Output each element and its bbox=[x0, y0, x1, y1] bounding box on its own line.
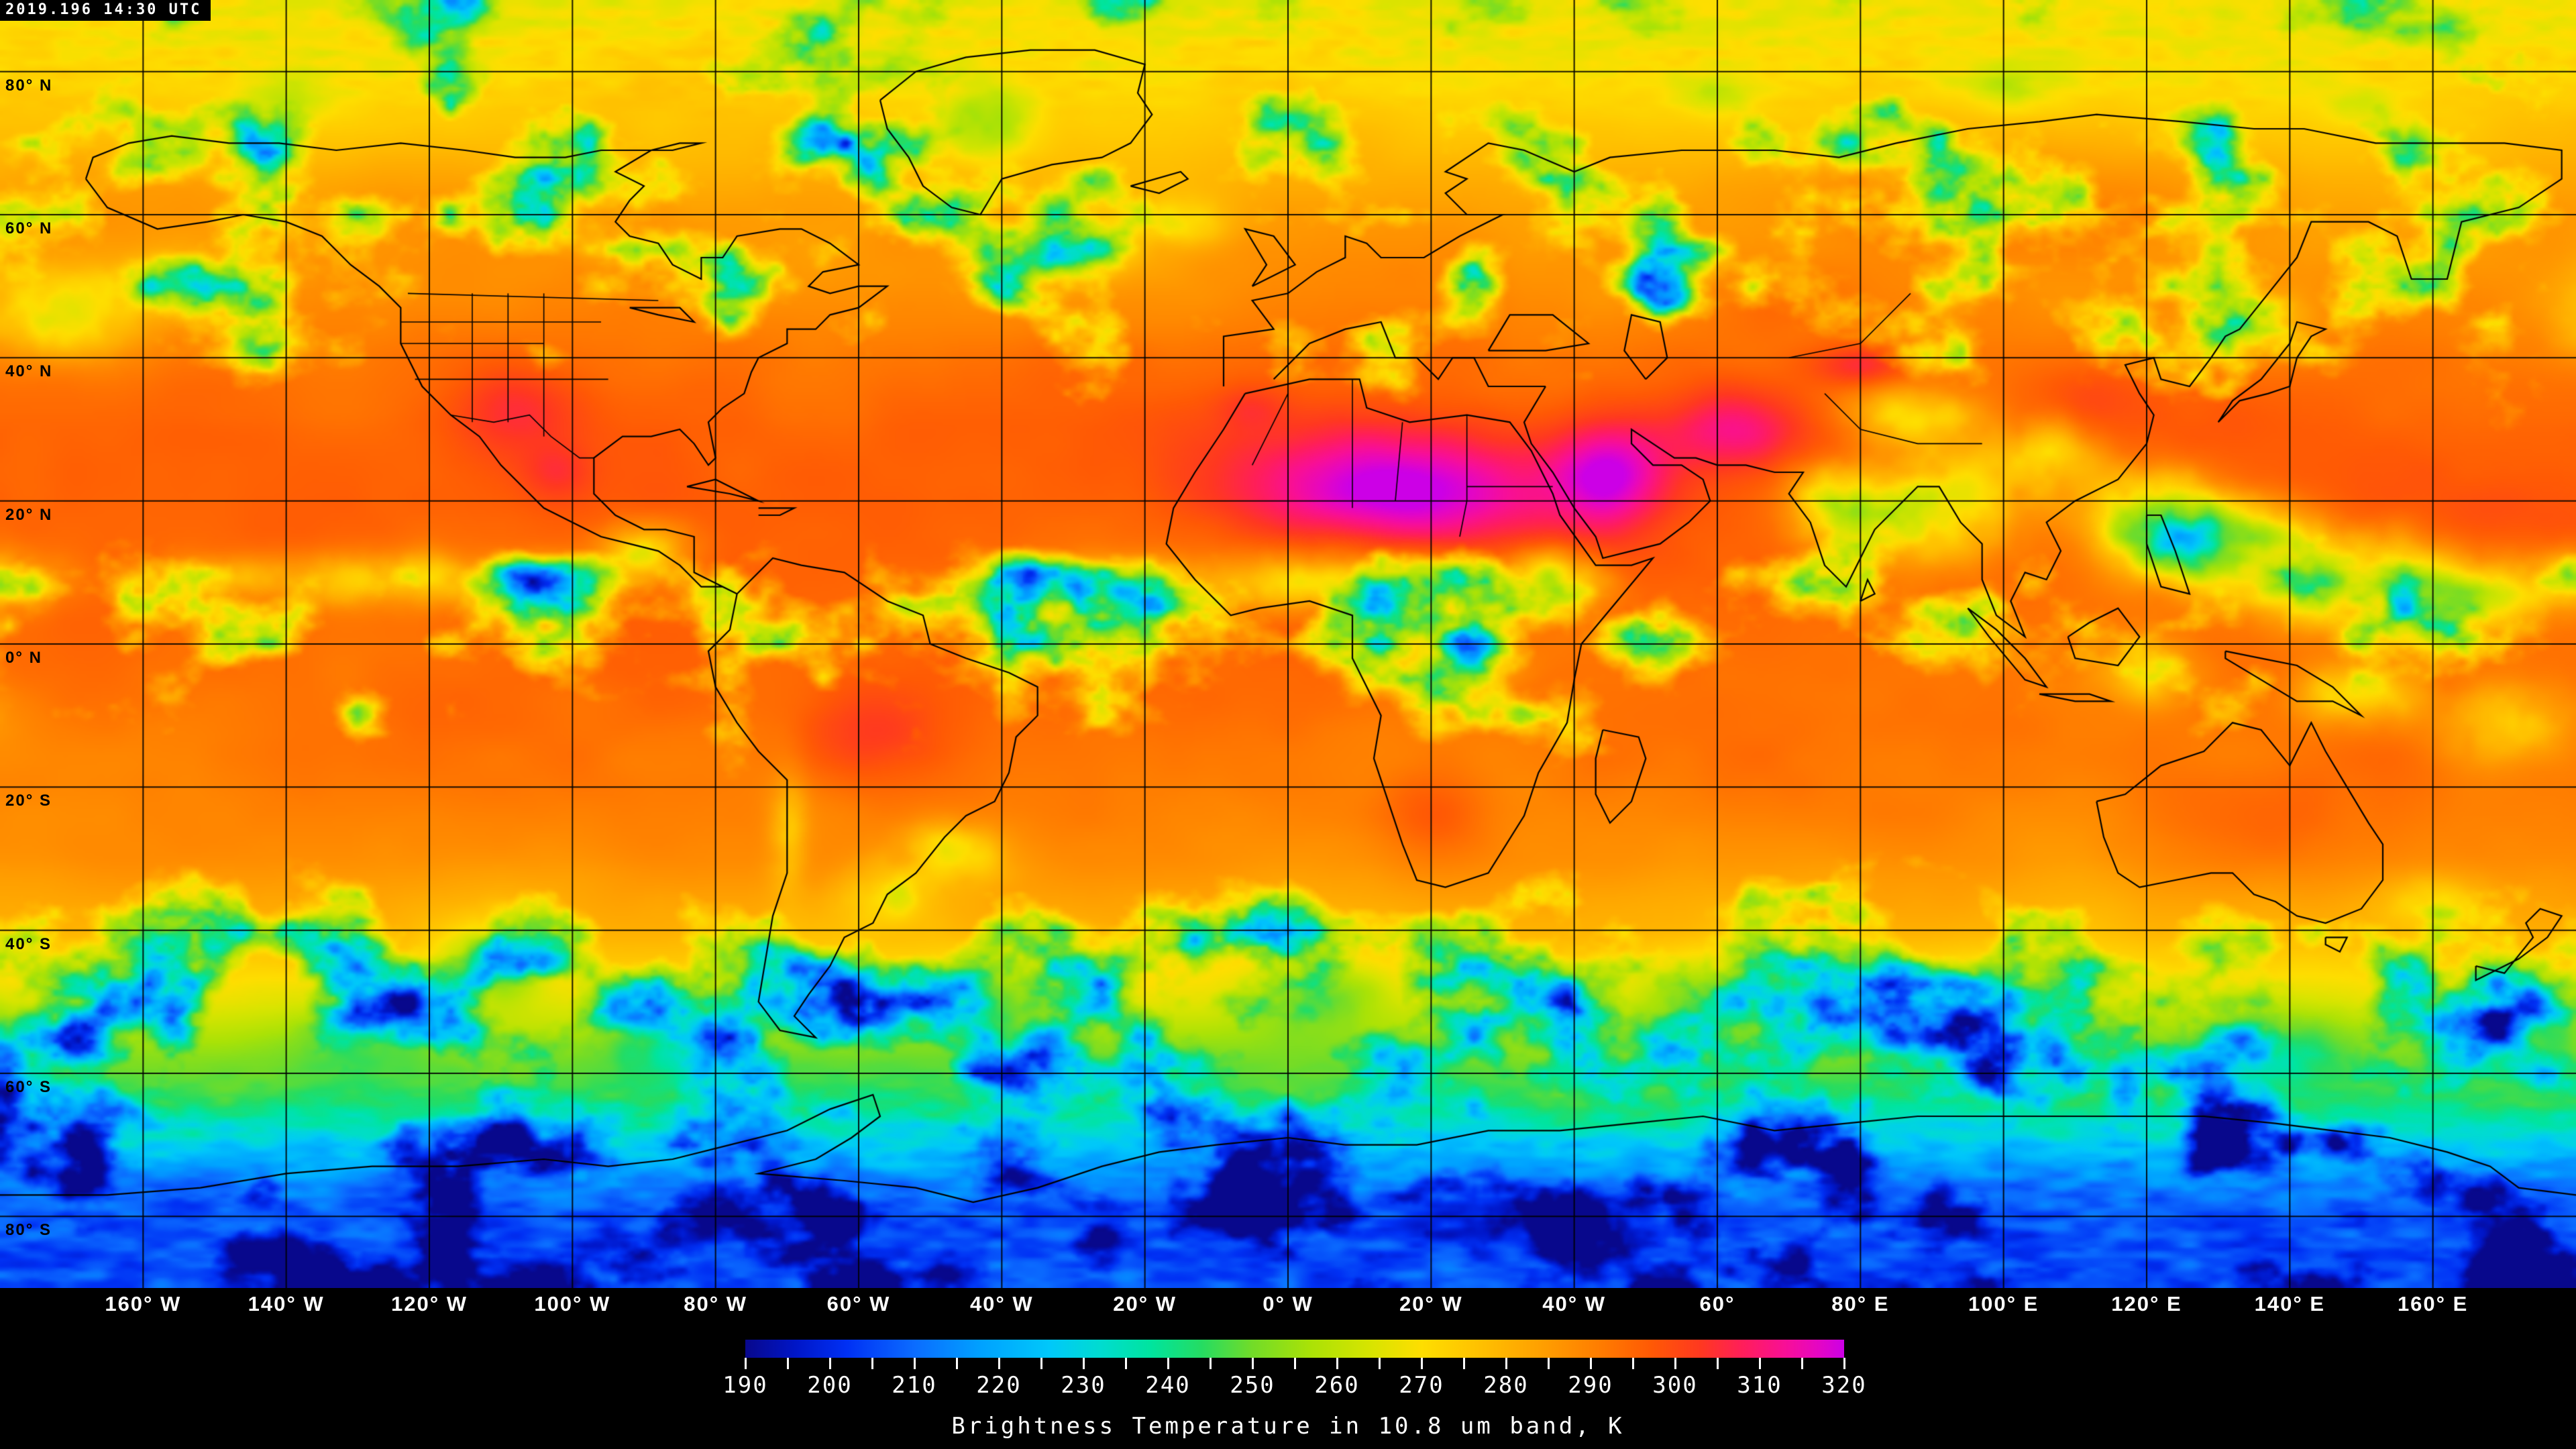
lon-label: 160° E bbox=[2397, 1292, 2469, 1316]
colorbar-tick bbox=[1040, 1358, 1042, 1369]
lon-label: 120° E bbox=[2111, 1292, 2182, 1316]
lon-label: 40° W bbox=[969, 1292, 1034, 1316]
colorbar-tick-label: 290 bbox=[1568, 1372, 1613, 1399]
lat-label: 40° S bbox=[5, 934, 52, 953]
colorbar-tick bbox=[1379, 1358, 1381, 1369]
lat-label: 20° S bbox=[5, 792, 52, 810]
colorbar-tick bbox=[787, 1358, 789, 1369]
colorbar-tick bbox=[1336, 1358, 1338, 1369]
colorbar-tick bbox=[998, 1358, 1000, 1369]
colorbar-tick-label: 270 bbox=[1399, 1372, 1444, 1399]
colorbar-tick bbox=[1632, 1358, 1634, 1369]
colorbar-tick bbox=[1294, 1358, 1296, 1369]
colorbar-tick-label: 200 bbox=[807, 1372, 853, 1399]
colorbar-tick-label: 320 bbox=[1821, 1372, 1867, 1399]
colorbar-tick bbox=[1421, 1358, 1423, 1369]
colorbar-tick-label: 260 bbox=[1314, 1372, 1360, 1399]
colorbar-tick-label: 240 bbox=[1145, 1372, 1191, 1399]
colorbar-tick bbox=[1759, 1358, 1761, 1369]
colorbar-tick-label: 210 bbox=[892, 1372, 937, 1399]
lon-label: 0° W bbox=[1263, 1292, 1313, 1316]
lon-label: 80° W bbox=[684, 1292, 748, 1316]
lat-label: 60° N bbox=[5, 219, 53, 237]
lat-label: 0° N bbox=[5, 649, 42, 667]
colorbar-tick bbox=[1252, 1358, 1254, 1369]
lat-label: 20° N bbox=[5, 505, 53, 524]
colorbar-tick bbox=[956, 1358, 958, 1369]
colorbar-tick bbox=[1083, 1358, 1085, 1369]
colorbar-tick bbox=[1674, 1358, 1676, 1369]
colorbar-title: Brightness Temperature in 10.8 um band, … bbox=[951, 1413, 1625, 1440]
colorbar-tick bbox=[1717, 1358, 1719, 1369]
colorbar-tick bbox=[1843, 1358, 1845, 1369]
colorbar-gradient bbox=[745, 1340, 1844, 1358]
lon-label: 160° W bbox=[105, 1292, 182, 1316]
lon-label: 60° W bbox=[826, 1292, 891, 1316]
colorbar-tick-label: 250 bbox=[1230, 1372, 1275, 1399]
lon-label: 80° E bbox=[1831, 1292, 1890, 1316]
colorbar-tick bbox=[1210, 1358, 1212, 1369]
colorbar-tick bbox=[1125, 1358, 1127, 1369]
colorbar-tick bbox=[1505, 1358, 1507, 1369]
world-brightness-temperature-map bbox=[0, 0, 2576, 1288]
lat-label: 60° S bbox=[5, 1078, 52, 1096]
colorbar-tick bbox=[1590, 1358, 1592, 1369]
lat-label: 40° N bbox=[5, 362, 53, 381]
lat-label: 80° S bbox=[5, 1221, 52, 1240]
colorbar-tick-label: 310 bbox=[1737, 1372, 1782, 1399]
lon-label: 20° W bbox=[1113, 1292, 1177, 1316]
colorbar-tick-label: 190 bbox=[722, 1372, 768, 1399]
lon-label: 100° E bbox=[1968, 1292, 2039, 1316]
colorbar-tick-label: 230 bbox=[1061, 1372, 1106, 1399]
colorbar-tick bbox=[1167, 1358, 1169, 1369]
colorbar-tick bbox=[829, 1358, 831, 1369]
colorbar-tick bbox=[914, 1358, 916, 1369]
colorbar-tick bbox=[871, 1358, 873, 1369]
lon-label: 120° W bbox=[391, 1292, 468, 1316]
colorbar-tick bbox=[1463, 1358, 1465, 1369]
colorbar: 190 200 210 220 230 240 250 260 270 280 290 300 310 3… bbox=[722, 1340, 1866, 1420]
colorbar-tick-label: 220 bbox=[976, 1372, 1022, 1399]
timestamp-overlay: 2019.196 14:30 UTC bbox=[0, 0, 211, 21]
colorbar-tick bbox=[745, 1358, 747, 1369]
lon-label: 20° W bbox=[1399, 1292, 1463, 1316]
lon-label: 140° W bbox=[248, 1292, 325, 1316]
colorbar-tick-label: 300 bbox=[1652, 1372, 1698, 1399]
colorbar-tick-label: 280 bbox=[1483, 1372, 1529, 1399]
lon-label: 140° E bbox=[2254, 1292, 2326, 1316]
lon-label: 40° W bbox=[1542, 1292, 1607, 1316]
lat-label: 80° N bbox=[5, 76, 53, 95]
colorbar-tick bbox=[1548, 1358, 1550, 1369]
lon-label: 60° bbox=[1699, 1292, 1735, 1316]
lon-label: 100° W bbox=[534, 1292, 611, 1316]
colorbar-tick bbox=[1801, 1358, 1803, 1369]
